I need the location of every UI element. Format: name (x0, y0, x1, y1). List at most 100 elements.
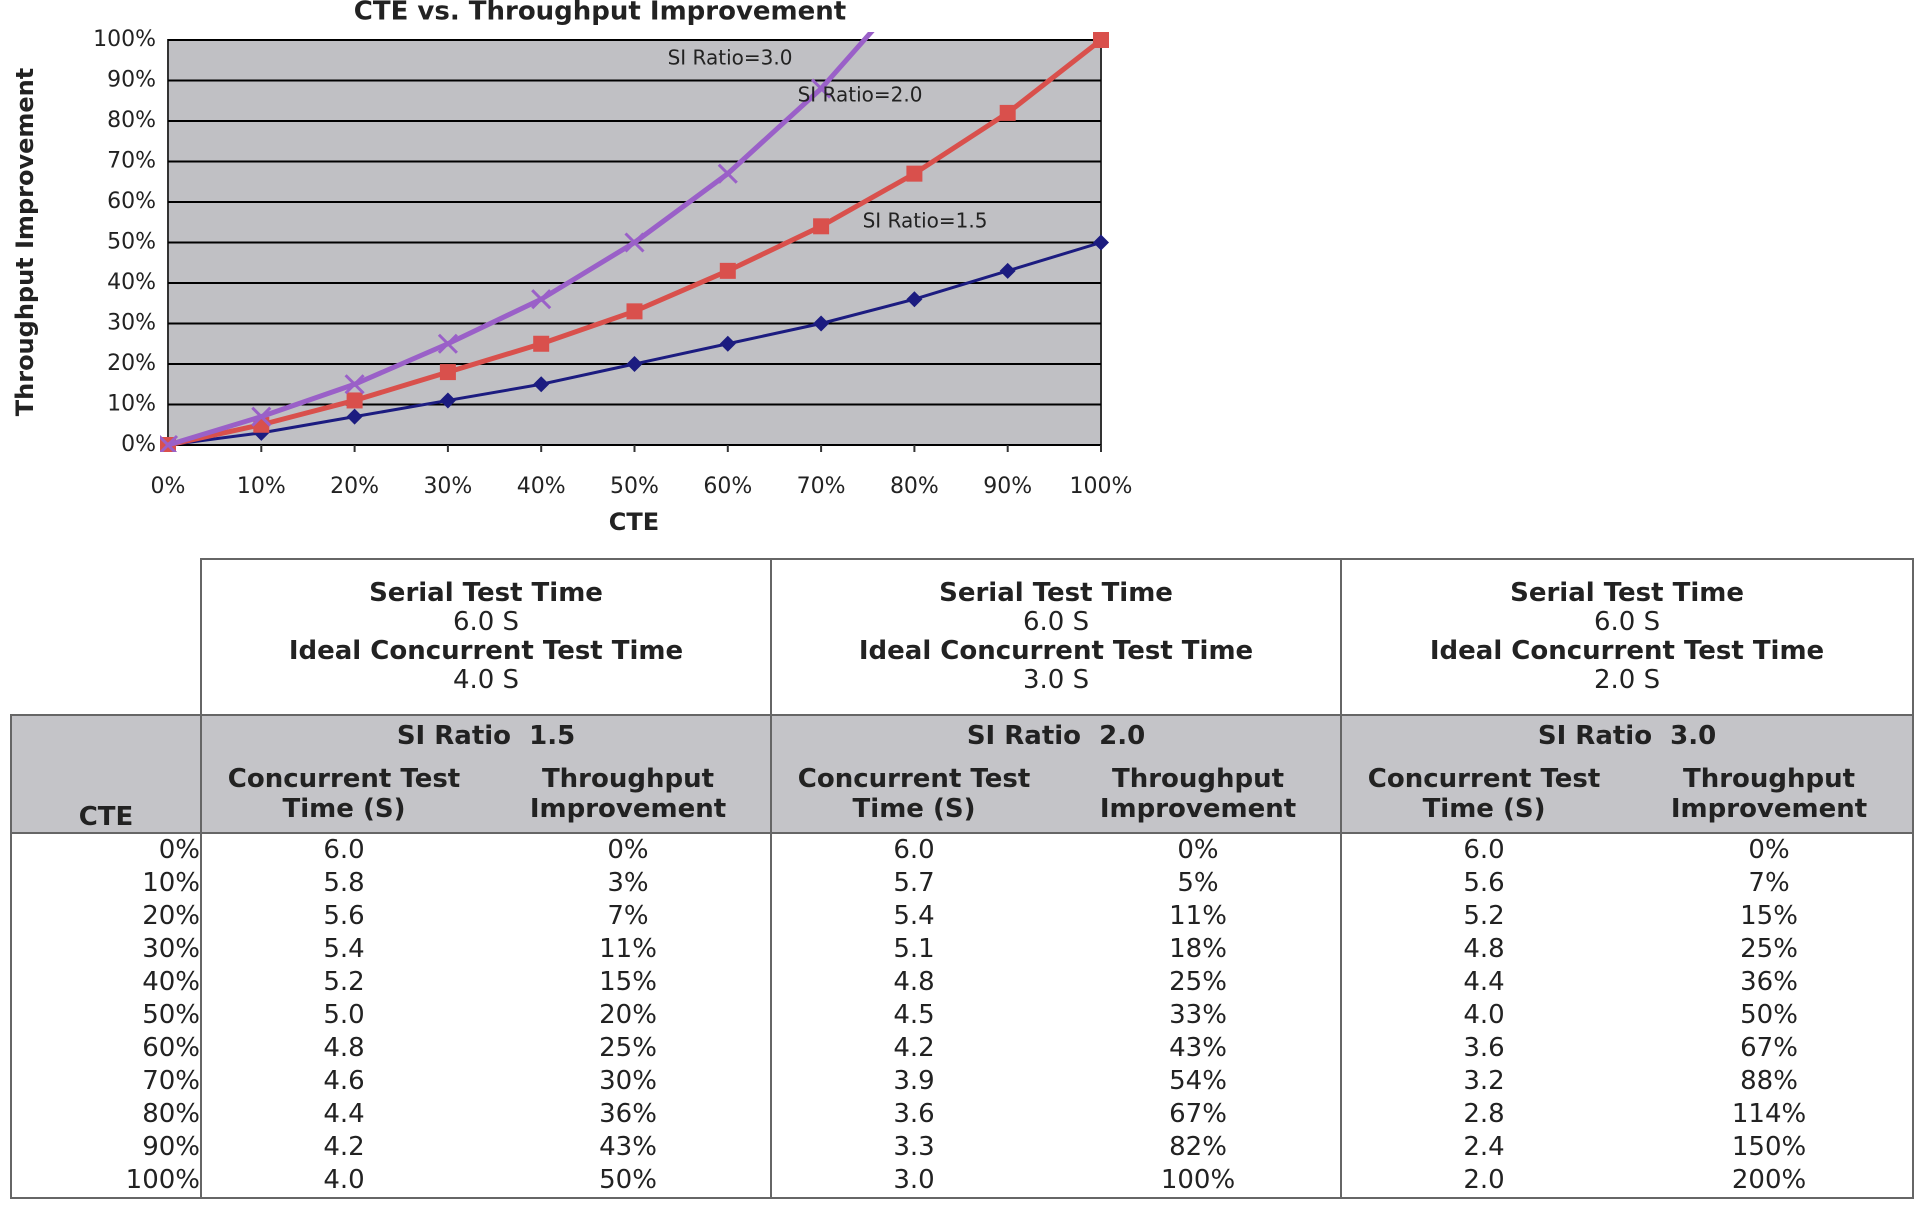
x-tick-label: 80% (890, 474, 939, 499)
header-line: Serial Test Time (369, 578, 603, 608)
value-cell: 0% (486, 833, 773, 867)
point (439, 392, 456, 409)
x-tick-label: 40% (517, 474, 566, 499)
point (346, 392, 363, 409)
header-line: 2.0 S (1593, 665, 1661, 695)
column-header: Concurrent Test Time (S) (1340, 755, 1627, 834)
data-row: 0% 6.0 0% 6.0 0% 6.0 0% (10, 833, 1915, 867)
cte-cell: 90% (10, 1131, 202, 1164)
ratio-header: SI Ratio 2.0 (770, 714, 1343, 755)
cte-cell: 0% (10, 833, 202, 867)
value-cell: 25% (1056, 966, 1343, 999)
header-line: Ideal Concurrent Test Time (858, 636, 1254, 666)
cte-cell: 60% (10, 1032, 202, 1065)
x-tick-label: 10% (237, 474, 286, 499)
y-axis-label: Throughput Improvement (11, 68, 39, 416)
value-cell: 18% (1056, 933, 1343, 966)
x-tick-label: 0% (151, 474, 186, 499)
value-cell: 3.3 (893, 1132, 935, 1162)
x-tick-label: 90% (983, 474, 1032, 499)
point (813, 315, 830, 332)
point (251, 406, 272, 427)
cte-cell: 80% (10, 1098, 202, 1131)
y-tick-label: 30% (107, 311, 156, 336)
value-cell: 0% (1056, 833, 1343, 867)
y-tick-label: 90% (107, 68, 156, 93)
header-line: Ideal Concurrent Test Time (1429, 636, 1825, 666)
value-cell: 4.6 (323, 1066, 365, 1096)
x-tick-label: 30% (423, 474, 472, 499)
value-cell: 4.4 (1463, 967, 1505, 997)
header-line: 6.0 S (1022, 607, 1090, 637)
value-cell: 150% (1626, 1131, 1915, 1164)
ratio-row: CTE SI Ratio 1.5 SI Ratio 2.0 SI Ratio 3.0 (10, 714, 1915, 834)
y-tick-label: 10% (107, 392, 156, 417)
y-tick-label: 60% (107, 189, 156, 214)
x-tick-label: 100% (1070, 474, 1133, 499)
value-cell: 4.2 (893, 1033, 935, 1063)
column-header: Throughput Improvement (1626, 755, 1915, 834)
chart: CTE vs. Throughput Improvement CTE Throu… (11, 0, 1133, 536)
value-cell: 50% (1626, 999, 1915, 1032)
point (531, 289, 552, 310)
value-cell: 43% (486, 1131, 773, 1164)
point (1093, 32, 1109, 48)
column-header: Concurrent Test Time (S) (770, 755, 1057, 834)
data-row: 80% 4.4 36% 3.6 67% 2.8 114% (10, 1098, 1915, 1131)
value-cell: 3.0 (771, 1164, 1057, 1199)
value-cell: 6.0 (893, 835, 935, 865)
value-cell: 114% (1626, 1098, 1915, 1131)
value-cell: 15% (486, 966, 773, 999)
point (346, 408, 363, 425)
point (344, 374, 365, 395)
series-label: SI Ratio=2.0 (798, 83, 923, 107)
header-line: Ideal Concurrent Test Time (288, 636, 684, 666)
cte-cell: 40% (10, 966, 202, 999)
value-cell: 2.4 (1463, 1132, 1505, 1162)
cte-header: CTE (10, 714, 202, 834)
point (999, 262, 1016, 279)
value-cell: 67% (1056, 1098, 1343, 1131)
header-line: Serial Test Time (939, 578, 1173, 608)
value-cell: 50% (486, 1164, 773, 1199)
value-cell: 5.1 (893, 934, 935, 964)
value-cell: 88% (1626, 1065, 1915, 1098)
value-cell: 5% (1056, 867, 1343, 900)
value-cell: 11% (486, 933, 773, 966)
header-line: 6.0 S (1593, 607, 1661, 637)
value-cell: 11% (1056, 900, 1343, 933)
point (626, 356, 643, 372)
point (624, 232, 645, 253)
ratio-header: SI Ratio 1.5 (199, 714, 773, 755)
value-cell: 3% (486, 867, 773, 900)
value-cell: 4.8 (1463, 934, 1505, 964)
data-row: 50% 5.0 20% 4.5 33% 4.0 50% (10, 999, 1915, 1032)
x-tick-label: 70% (797, 474, 846, 499)
cte-cell: 100% (10, 1164, 202, 1199)
value-cell: 67% (1626, 1032, 1915, 1065)
data-row: 100% 4.0 50% 3.0 100% 2.0 200% (10, 1164, 1915, 1199)
series-layer (160, 32, 1109, 452)
series-label: SI Ratio=1.5 (863, 209, 988, 233)
value-cell: 82% (1056, 1131, 1343, 1164)
y-tick-label: 50% (107, 230, 156, 255)
x-tick-label: 20% (330, 474, 379, 499)
point (999, 104, 1016, 121)
value-cell: 20% (486, 999, 773, 1032)
point (626, 303, 643, 320)
cte-cell: 20% (10, 900, 202, 933)
group-header-row: Serial Test Time 6.0 S Ideal Concurrent Te… (11, 558, 1915, 716)
column-header-row: Concurrent Test Time (S) Throughput Impro… (11, 755, 1915, 834)
value-cell: 5.6 (1463, 868, 1505, 898)
value-cell: 3.6 (893, 1099, 935, 1129)
data-table: Serial Test Time 6.0 S Ideal Concurrent Te… (10, 558, 1915, 1199)
value-cell: 4.4 (323, 1099, 365, 1129)
value-cell: 2.8 (1463, 1099, 1505, 1129)
ratio-header: SI Ratio 3.0 (1340, 714, 1915, 755)
y-tick-label: 70% (107, 149, 156, 174)
header-line: 3.0 S (1022, 665, 1090, 695)
cte-cell: 70% (10, 1065, 202, 1098)
data-row: 20% 5.6 7% 5.4 11% 5.2 15% (10, 900, 1915, 933)
point (813, 218, 830, 235)
series-label: SI Ratio=3.0 (668, 46, 793, 70)
